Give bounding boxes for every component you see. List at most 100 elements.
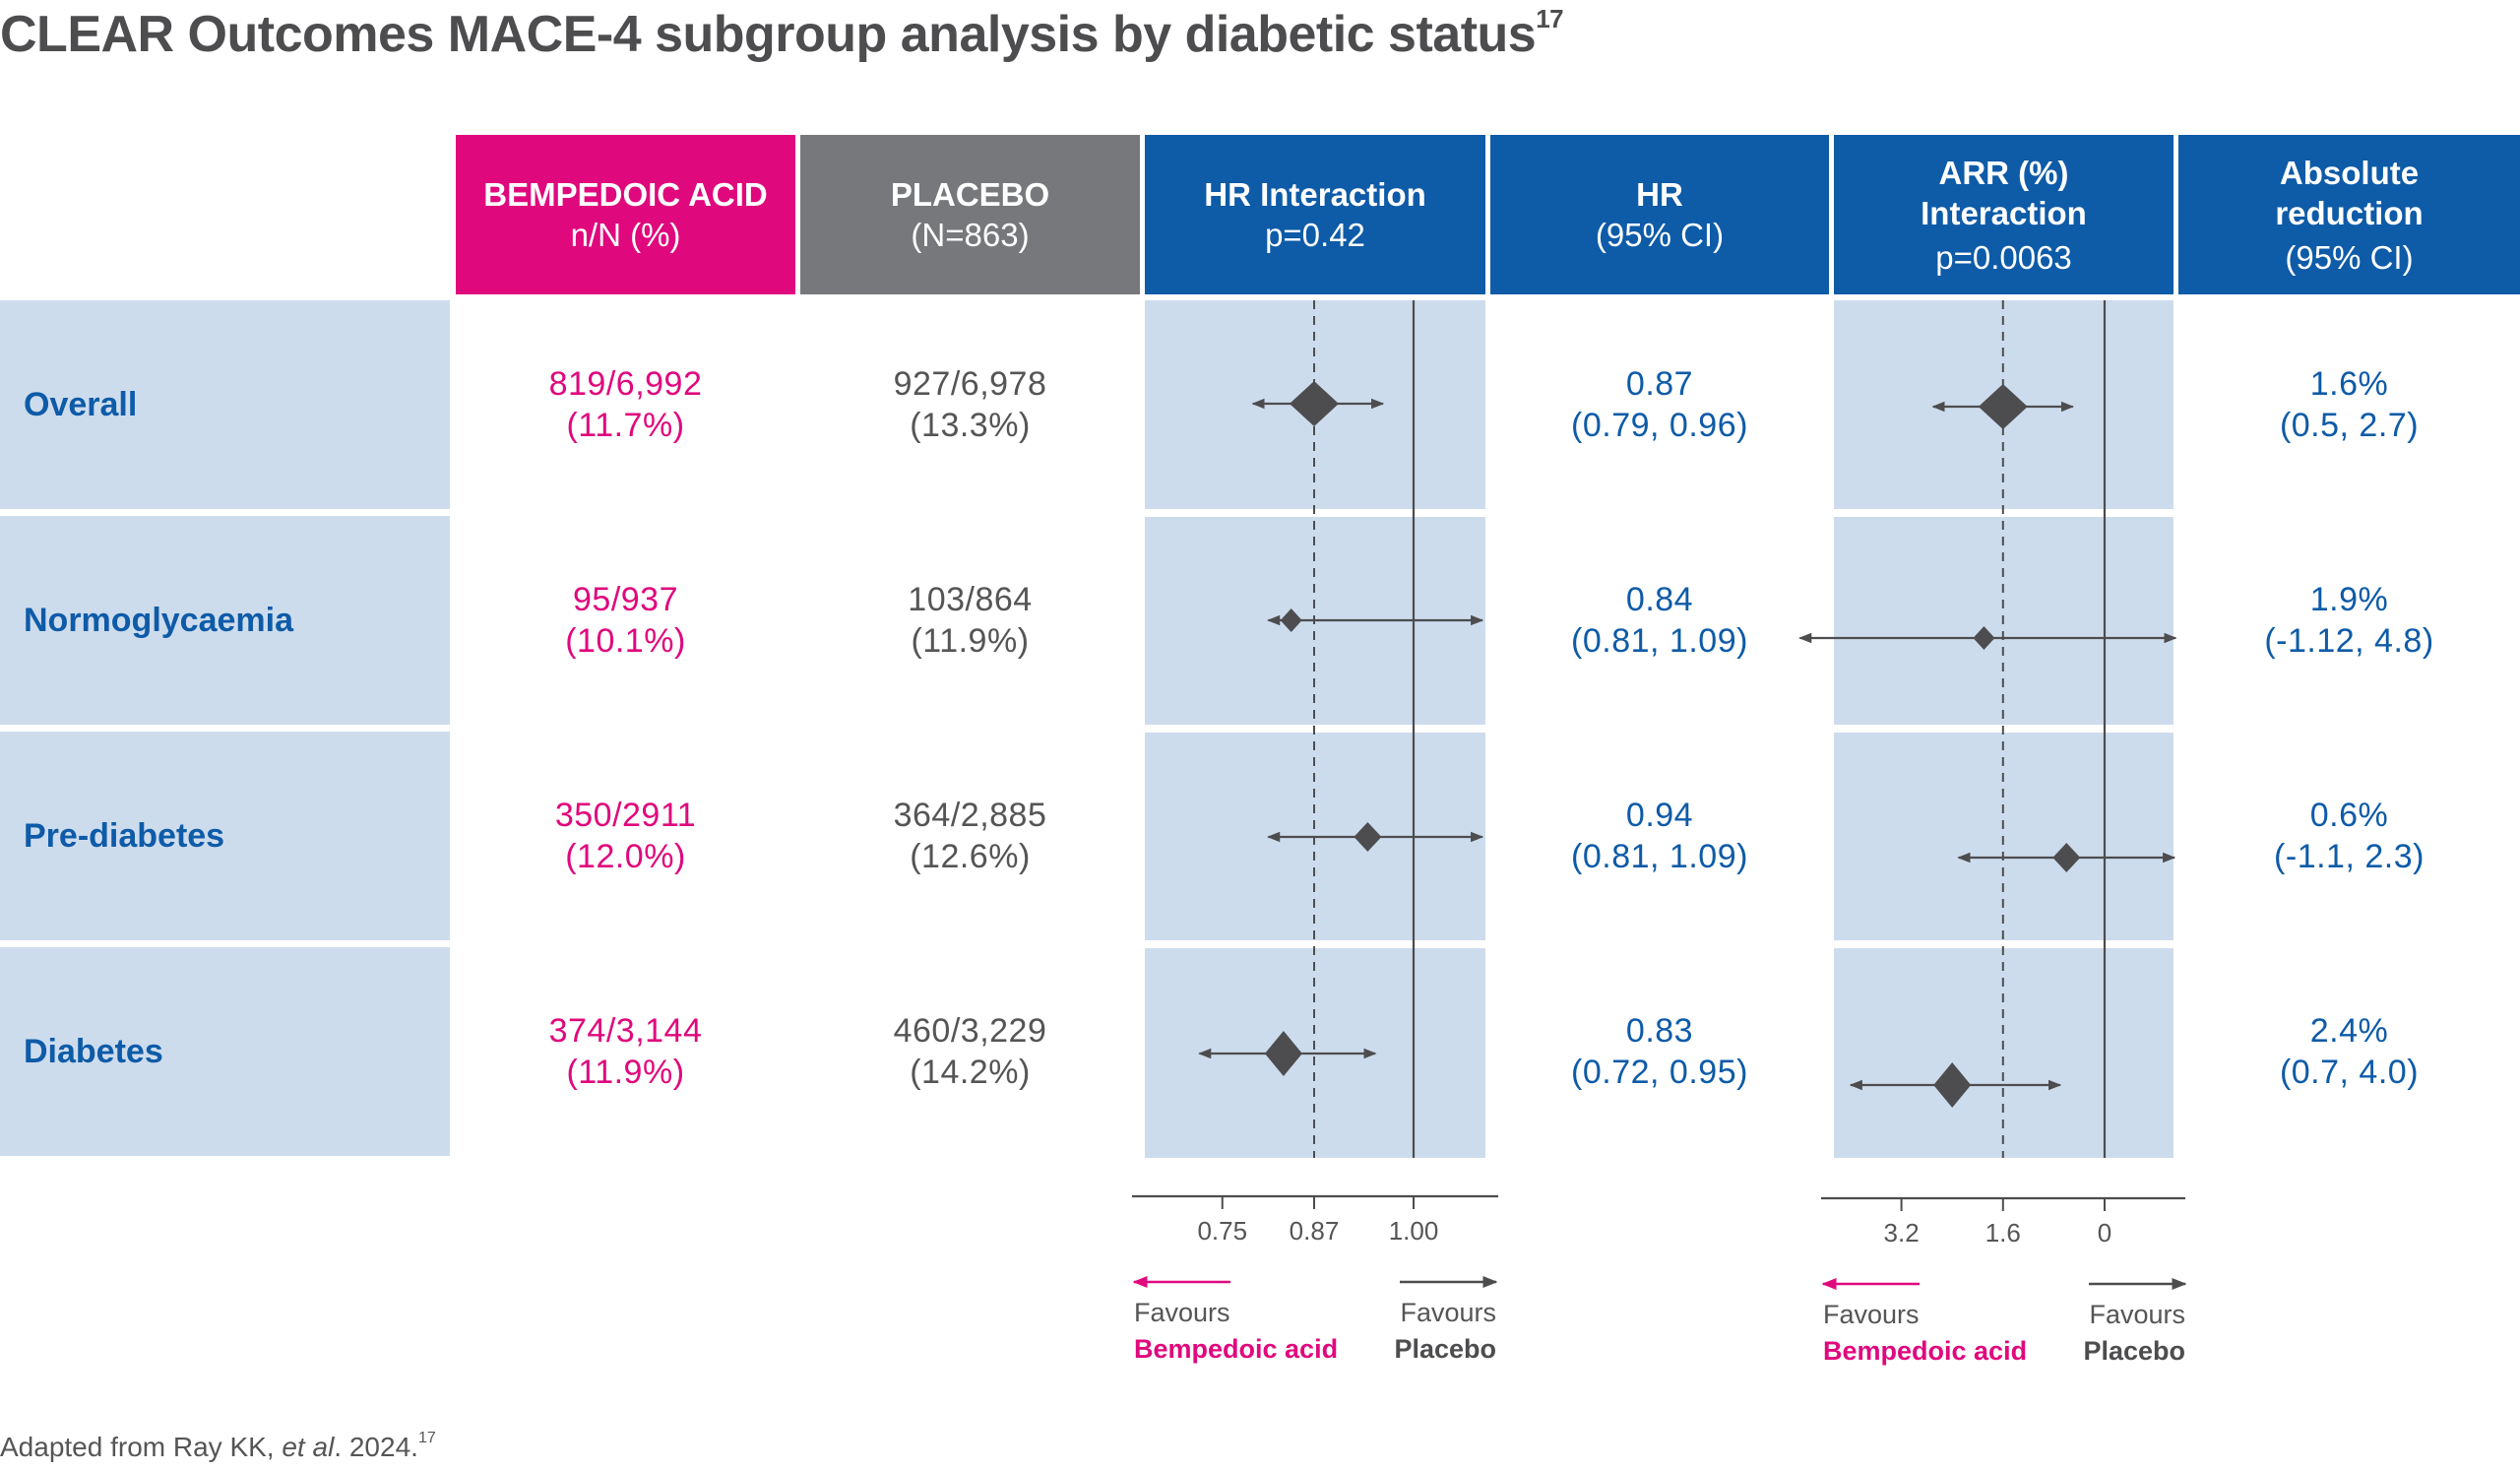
header-hr-interaction-p: p=0.42: [1265, 217, 1365, 253]
favours-left-label: Bempedoic acid: [1134, 1334, 1338, 1364]
favours-left-word: Favours: [1134, 1298, 1230, 1327]
arr-cell-pre-diabetes: 0.6% (-1.1, 2.3): [2178, 732, 2520, 940]
footnote: Adapted from Ray KK, et al. 2024.17: [0, 1430, 436, 1462]
header-hr-interaction: HR Interaction p=0.42: [1145, 135, 1485, 294]
header-bempedoic-acid: BEMPEDOIC ACID n/N (%): [456, 135, 795, 294]
placebo-percent: (13.3%): [910, 407, 1031, 444]
placebo-cell-pre-diabetes: 364/2,885 (12.6%): [800, 732, 1140, 940]
bempedoic-percent: (11.9%): [566, 1054, 685, 1091]
favours-left-label: Bempedoic acid: [1823, 1336, 2027, 1366]
placebo-percent: (11.9%): [911, 622, 1030, 660]
bempedoic-percent: (10.1%): [565, 622, 686, 660]
hr-ci: (0.72, 0.95): [1571, 1054, 1748, 1091]
header-placebo-title: PLACEBO: [890, 176, 1050, 213]
bempedoic-percent: (12.0%): [565, 838, 686, 875]
estimate-diamond: [1933, 1062, 1972, 1108]
header-absolute-ci: (95% CI): [2285, 238, 2414, 276]
x-tick-label: 0: [2098, 1218, 2111, 1247]
placebo-cell-normoglycaemia: 103/864 (11.9%): [800, 516, 1140, 725]
arr-cell-diabetes: 2.4% (0.7, 4.0): [2178, 947, 2520, 1156]
hr-ci: (0.81, 1.09): [1571, 622, 1748, 660]
header-bempedoic-title: BEMPEDOIC ACID: [483, 176, 768, 213]
favours-right-label: Placebo: [1394, 1334, 1496, 1364]
bempedoic-count: 374/3,144: [548, 1012, 703, 1050]
row-divider: [1145, 509, 1485, 517]
hr-ci: (0.81, 1.09): [1571, 838, 1748, 875]
bempedoic-cell-normoglycaemia: 95/937 (10.1%): [456, 516, 795, 725]
estimate-diamond: [1264, 1031, 1302, 1076]
x-tick-label: 0.87: [1290, 1216, 1340, 1246]
header-hr-title: HR: [1636, 176, 1683, 213]
favours-left-word: Favours: [1823, 1300, 1920, 1329]
placebo-count: 927/6,978: [893, 365, 1047, 403]
placebo-percent: (12.6%): [910, 838, 1031, 875]
arr-value: 1.9%: [2309, 581, 2389, 618]
arr-ci: (-1.12, 4.8): [2264, 622, 2434, 660]
hr-cell-diabetes: 0.83 (0.72, 0.95): [1490, 947, 1829, 1156]
row-label-overall: Overall: [0, 300, 450, 509]
estimate-diamond: [1289, 381, 1339, 426]
arr-ci: (0.5, 2.7): [2279, 407, 2420, 444]
page-title: CLEAR Outcomes MACE-4 subgroup analysis …: [0, 4, 1564, 63]
header-hr-interaction-title: HR Interaction: [1204, 176, 1426, 213]
row-label-normoglycaemia: Normoglycaemia: [0, 516, 450, 725]
header-absolute-reduction-word: reduction: [2275, 194, 2424, 231]
bempedoic-cell-diabetes: 374/3,144 (11.9%): [456, 947, 795, 1156]
bempedoic-count: 350/2911: [554, 797, 697, 834]
hr-value: 0.83: [1625, 1012, 1694, 1050]
arr-value: 1.6%: [2309, 365, 2389, 403]
arr-cell-overall: 1.6% (0.5, 2.7): [2178, 300, 2520, 509]
placebo-percent: (14.2%): [910, 1054, 1031, 1091]
row-divider: [1145, 940, 1485, 948]
hr-cell-overall: 0.87 (0.79, 0.96): [1490, 300, 1829, 509]
header-placebo: PLACEBO (N=863): [800, 135, 1140, 294]
header-placebo-sub: (N=863): [911, 217, 1030, 253]
bempedoic-cell-pre-diabetes: 350/2911 (12.0%): [456, 732, 795, 940]
estimate-diamond: [2052, 843, 2081, 872]
estimate-diamond: [1973, 626, 1995, 650]
favours-hr-legend: Favours Bempedoic acid Favours Placebo: [1132, 1276, 1498, 1364]
bempedoic-cell-overall: 819/6,992 (11.7%): [456, 300, 795, 509]
row-label-diabetes: Diabetes: [0, 947, 450, 1156]
arr-cell-normoglycaemia: 1.9% (-1.12, 4.8): [2178, 516, 2520, 725]
header-bempedoic-sub: n/N (%): [570, 217, 681, 253]
placebo-cell-diabetes: 460/3,229 (14.2%): [800, 947, 1140, 1156]
favours-arr-legend: Favours Bempedoic acid Favours Placebo: [1821, 1278, 2187, 1366]
hr-cell-pre-diabetes: 0.94 (0.81, 1.09): [1490, 732, 1829, 940]
estimate-diamond: [1978, 384, 2028, 429]
hr-value: 0.87: [1625, 365, 1694, 403]
bempedoic-count: 95/937: [573, 581, 678, 618]
bempedoic-percent: (11.7%): [566, 407, 685, 444]
arr-ci: (-1.1, 2.3): [2274, 838, 2425, 875]
placebo-count: 103/864: [908, 581, 1033, 618]
x-tick-label: 3.2: [1884, 1218, 1920, 1247]
header-arr-interaction: Interaction: [1921, 194, 2087, 231]
placebo-count: 364/2,885: [893, 797, 1047, 834]
header-arr-p: p=0.0063: [1935, 238, 2072, 276]
placebo-count: 460/3,229: [893, 1012, 1047, 1050]
header-hr: HR (95% CI): [1490, 135, 1829, 294]
hr-cell-normoglycaemia: 0.84 (0.81, 1.09): [1490, 516, 1829, 725]
header-hr-sub: (95% CI): [1595, 217, 1725, 253]
hr-value: 0.84: [1625, 581, 1694, 618]
hr-ci: (0.79, 0.96): [1571, 407, 1748, 444]
header-arr-interaction: ARR (%) Interaction p=0.0063: [1834, 135, 2174, 294]
arr-ci: (0.7, 4.0): [2279, 1054, 2420, 1091]
x-tick-label: 1.00: [1389, 1216, 1439, 1246]
estimate-diamond: [1354, 822, 1382, 852]
x-tick-label: 0.75: [1197, 1216, 1247, 1246]
header-absolute-title: Absolute: [2279, 154, 2420, 191]
arr-value: 0.6%: [2309, 797, 2389, 834]
favours-right-label: Placebo: [2083, 1336, 2185, 1366]
row-label-pre-diabetes: Pre-diabetes: [0, 732, 450, 940]
favours-right-word: Favours: [2089, 1300, 2185, 1329]
estimate-diamond: [1280, 608, 1302, 632]
row-divider: [1834, 940, 2174, 948]
header-absolute-reduction: Absolute reduction (95% CI): [2178, 135, 2520, 294]
favours-right-word: Favours: [1400, 1298, 1496, 1327]
hr-value: 0.94: [1625, 797, 1694, 834]
bempedoic-count: 819/6,992: [548, 365, 703, 403]
arr-value: 2.4%: [2309, 1012, 2389, 1050]
row-divider: [1145, 725, 1485, 733]
